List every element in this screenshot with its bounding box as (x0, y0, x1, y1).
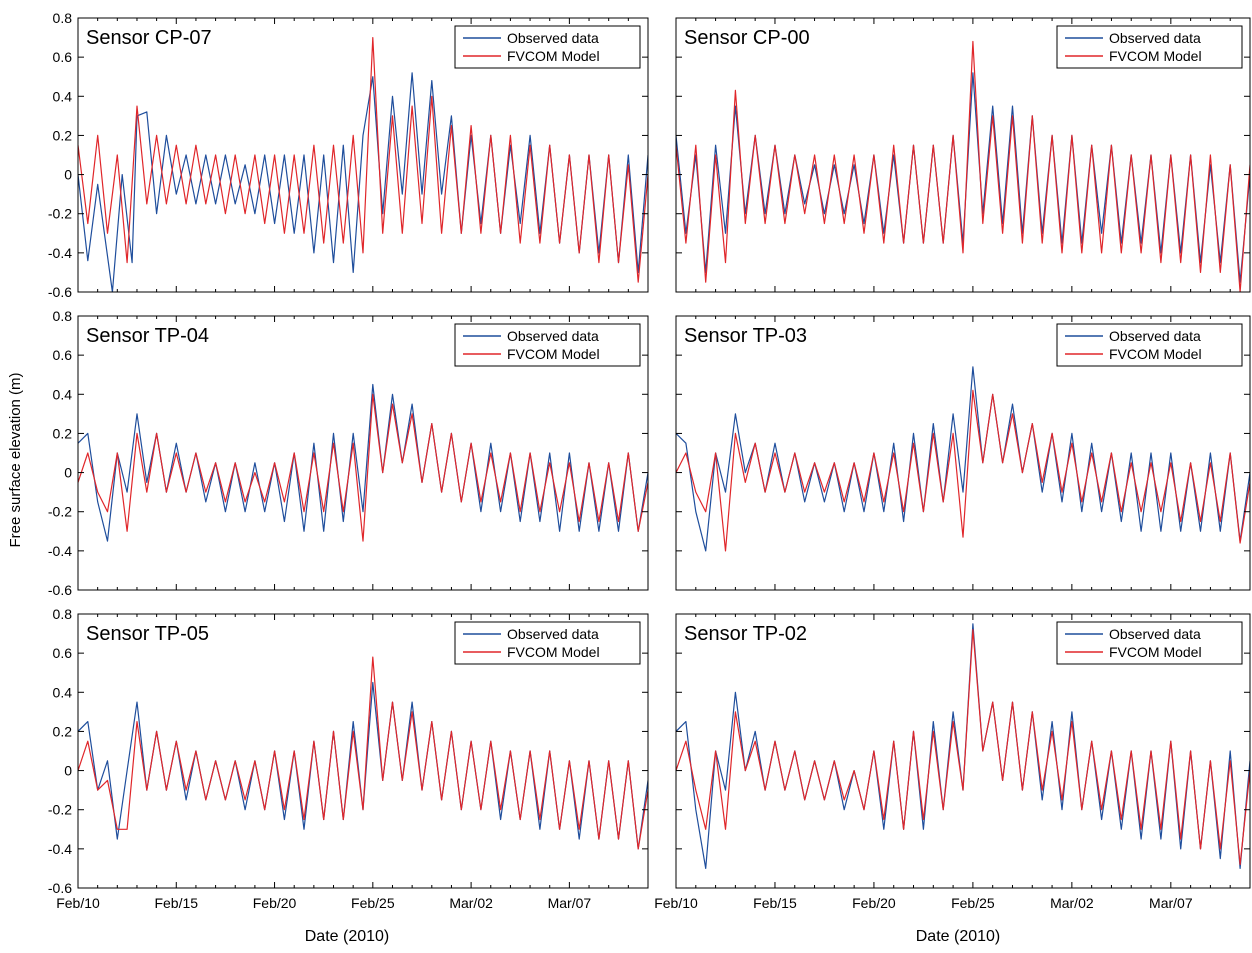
legend-box (454, 621, 641, 665)
y-tick-label: 0.2 (53, 127, 73, 143)
x-tick-label: Mar/02 (449, 895, 493, 911)
x-tick-label: Feb/20 (253, 895, 297, 911)
y-tick-label: 0.2 (53, 723, 73, 739)
legend-box (1056, 323, 1243, 367)
x-tick-label: Feb/25 (351, 895, 395, 911)
plot-frame (77, 315, 649, 591)
y-tick-label: -0.2 (48, 802, 72, 818)
y-tick-label: 0.4 (53, 386, 73, 402)
observed-series-line (78, 383, 648, 542)
legend-label: Observed data (1109, 328, 1201, 344)
model-series-line (676, 629, 1250, 866)
panel-title: Sensor CP-07 (86, 27, 212, 49)
y-tick-label: 0.4 (53, 684, 73, 700)
model-series-line (78, 37, 648, 283)
chart-panel-6: Feb/10 Feb/15 Feb/20 Feb/25 Mar/02 Mar/07 Sens… (654, 613, 1251, 911)
y-axis-label: Free surface elevation (m) (7, 372, 24, 547)
model-series-line (676, 40, 1250, 292)
x-axis-label-left: Date (2010) (305, 928, 390, 945)
legend-label: FVCOM Model (1109, 644, 1202, 660)
y-tick-label: 0 (64, 763, 72, 779)
y-tick-label: 0.6 (53, 347, 73, 363)
y-tick-label: 0.8 (53, 606, 73, 622)
y-tick-label: 0.4 (53, 88, 73, 104)
y-tick-label: 0.6 (53, 645, 73, 661)
model-series-line (78, 393, 648, 542)
y-tick-label: 0.8 (53, 10, 73, 26)
plot-frame (675, 17, 1251, 293)
y-tick-label: -0.2 (48, 504, 72, 520)
x-tick-label: Feb/15 (753, 895, 797, 911)
y-tick-label: -0.4 (48, 245, 72, 261)
y-tick-label: -0.6 (48, 284, 72, 300)
observed-series-line (78, 681, 648, 850)
legend-label: FVCOM Model (1109, 48, 1202, 64)
y-tick-label: 0.2 (53, 425, 73, 441)
x-tick-label: Feb/10 (56, 895, 100, 911)
observed-series-line (676, 366, 1250, 552)
legend-box (1056, 25, 1243, 69)
legend-label: Observed data (507, 30, 599, 46)
legend-label: FVCOM Model (1109, 346, 1202, 362)
x-tick-label: Feb/25 (951, 895, 995, 911)
y-tick-label: 0.8 (53, 308, 73, 324)
x-axis-label-right: Date (2010) (916, 928, 1001, 945)
x-tick-label: Mar/07 (548, 895, 592, 911)
y-tick-label: -0.4 (48, 841, 72, 857)
panel-title: Sensor TP-03 (684, 325, 807, 347)
y-tick-label: 0.6 (53, 49, 73, 65)
x-tick-label: Mar/02 (1050, 895, 1094, 911)
chart-panel-4: Sensor TP-03 Observed data FVCOM Model (675, 315, 1251, 591)
legend-box (1056, 621, 1243, 665)
y-tick-label: -0.2 (48, 206, 72, 222)
x-tick-label: Mar/07 (1149, 895, 1193, 911)
legend-label: FVCOM Model (507, 644, 600, 660)
panel-title: Sensor TP-02 (684, 623, 807, 645)
panel-title: Sensor TP-04 (86, 325, 209, 347)
legend-label: FVCOM Model (507, 48, 600, 64)
model-series-line (78, 656, 648, 850)
legend-box (454, 25, 641, 69)
panel-title: Sensor TP-05 (86, 623, 209, 645)
chart-panel-2: Sensor CP-00 Observed data FVCOM Model (675, 17, 1251, 293)
y-tick-label: -0.4 (48, 543, 72, 559)
plot-frame (77, 613, 649, 889)
legend-label: Observed data (507, 328, 599, 344)
model-series-line (676, 389, 1250, 552)
chart-panel-3: 0.8 0.6 0.4 0.2 0 -0.2 -0.4 -0.6 Sensor TP-04 Obs… (48, 308, 649, 598)
plot-frame (675, 613, 1251, 889)
legend-label: Observed data (1109, 626, 1201, 642)
legend-box (454, 323, 641, 367)
x-tick-label: Feb/20 (852, 895, 896, 911)
legend-label: Observed data (507, 626, 599, 642)
y-tick-label: 0 (64, 167, 72, 183)
x-tick-label: Feb/10 (654, 895, 698, 911)
legend-label: Observed data (1109, 30, 1201, 46)
plot-frame (77, 17, 649, 293)
y-tick-label: 0 (64, 465, 72, 481)
legend-label: FVCOM Model (507, 346, 600, 362)
plot-frame (675, 315, 1251, 591)
chart-panel-1: 0.8 0.6 0.4 0.2 0 -0.2 -0.4 -0.6 Sensor CP-07 Obs… (48, 10, 649, 300)
x-tick-label: Feb/15 (154, 895, 198, 911)
panel-title: Sensor CP-00 (684, 27, 810, 49)
y-tick-label: -0.6 (48, 880, 72, 896)
y-tick-label: -0.6 (48, 582, 72, 598)
